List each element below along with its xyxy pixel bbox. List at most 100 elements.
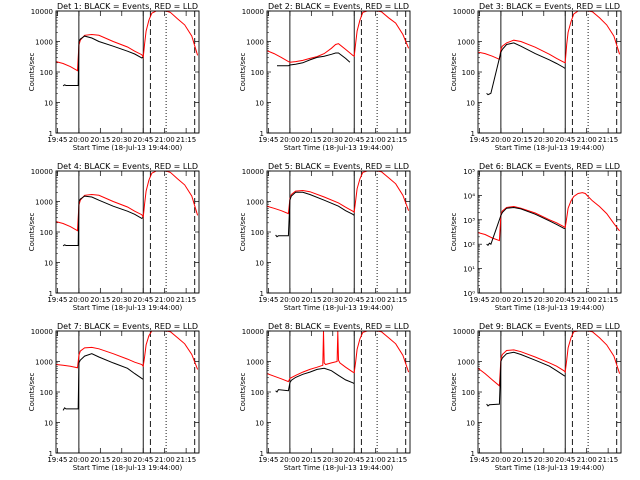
x-tick-label: 20:45 — [344, 456, 364, 464]
y-tick-label: 1 — [49, 450, 53, 458]
plot-area — [478, 171, 620, 293]
panel-det-8: Det 8: BLACK = Events, RED = LLD 1 10 100 10… — [239, 322, 411, 472]
panel-det-2: Det 2: BLACK = Events, RED = LLD 1 10 100 10… — [239, 2, 411, 152]
y-axis-label: Counts/sec — [239, 213, 247, 252]
x-tick-label: 21:00 — [577, 136, 597, 144]
x-tick-label: 20:00 — [280, 456, 300, 464]
x-tick-label: 20:00 — [69, 296, 89, 304]
x-tick-label: 20:00 — [491, 456, 511, 464]
panel-title: Det 2: BLACK = Events, RED = LLD — [268, 2, 409, 11]
x-tick-label: 20:15 — [301, 296, 321, 304]
x-tick-label: 21:15 — [176, 136, 196, 144]
y-tick-label: 1000 — [246, 39, 264, 47]
y-tick-label: 100 — [40, 389, 53, 397]
y-axis-label: Counts/sec — [450, 373, 458, 412]
series-lld-line — [478, 331, 621, 387]
panel-det-3: Det 3: BLACK = Events, RED = LLD 1 10 100 10… — [450, 2, 622, 152]
y-tick-label: 100 — [40, 69, 53, 77]
y-tick-label: 10¹ — [463, 266, 475, 274]
x-tick-label: 20:00 — [69, 136, 89, 144]
panel-title: Det 4: BLACK = Events, RED = LLD — [57, 162, 198, 171]
y-axis-label: Counts/sec — [450, 213, 458, 252]
panel-det-9: Det 9: BLACK = Events, RED = LLD 1 10 100 10… — [450, 322, 622, 472]
y-tick-label: 10000 — [31, 168, 53, 176]
panel-title: Det 8: BLACK = Events, RED = LLD — [268, 322, 409, 331]
y-tick-label: 10000 — [453, 328, 475, 336]
x-tick-label: 21:00 — [155, 136, 175, 144]
y-tick-label: 1 — [260, 290, 264, 298]
x-tick-label: 21:00 — [366, 296, 386, 304]
x-tick-label: 21:15 — [176, 296, 196, 304]
x-tick-label: 19:45 — [47, 296, 67, 304]
x-axis-label: Start Time (18-Jul-13 19:44:00) — [284, 304, 394, 312]
y-tick-label: 1 — [471, 450, 475, 458]
series-lld-line — [56, 171, 199, 232]
series-lld-line — [267, 171, 410, 215]
y-axis-label: Counts/sec — [450, 53, 458, 92]
series-events-line — [62, 35, 144, 87]
y-tick-label: 100 — [251, 389, 264, 397]
y-tick-label: 10000 — [31, 8, 53, 16]
y-tick-label: 1000 — [35, 39, 53, 47]
plot-area — [56, 11, 199, 133]
panel-det-4: Det 4: BLACK = Events, RED = LLD 1 10 100 10… — [28, 162, 200, 312]
plot-area — [267, 11, 410, 133]
series-events-line — [486, 206, 566, 247]
x-tick-label: 20:15 — [301, 456, 321, 464]
series-events-line — [275, 191, 355, 238]
x-axis-label: Start Time (18-Jul-13 19:44:00) — [495, 464, 605, 472]
x-tick-label: 19:45 — [258, 456, 278, 464]
x-tick-label: 21:00 — [577, 296, 597, 304]
y-tick-label: 10 — [44, 420, 53, 428]
x-tick-label: 21:15 — [598, 136, 618, 144]
y-tick-label: 10 — [466, 100, 475, 108]
y-tick-label: 10 — [255, 260, 264, 268]
y-tick-label: 100 — [462, 389, 475, 397]
plot-frame — [266, 170, 411, 294]
x-axis-label: Start Time (18-Jul-13 19:44:00) — [495, 304, 605, 312]
plot-area — [267, 331, 410, 453]
y-tick-label: 1 — [471, 130, 475, 138]
y-tick-label: 10000 — [31, 328, 53, 336]
x-axis-label: Start Time (18-Jul-13 19:44:00) — [73, 144, 183, 152]
x-tick-label: 19:45 — [469, 136, 489, 144]
panel-title: Det 3: BLACK = Events, RED = LLD — [479, 2, 620, 11]
x-tick-label: 20:30 — [112, 296, 132, 304]
y-tick-label: 10³ — [463, 217, 475, 225]
x-tick-label: 19:45 — [258, 136, 278, 144]
y-tick-label: 10⁵ — [463, 168, 475, 176]
series-events-line — [277, 52, 351, 67]
y-tick-label: 10⁰ — [463, 290, 475, 298]
x-tick-label: 19:45 — [47, 136, 67, 144]
x-tick-label: 20:45 — [555, 456, 575, 464]
y-tick-label: 1000 — [457, 359, 475, 367]
series-events-line — [62, 353, 144, 411]
y-axis-label: Counts/sec — [239, 373, 247, 412]
x-tick-label: 21:00 — [155, 456, 175, 464]
y-tick-label: 10 — [44, 260, 53, 268]
series-lld-line — [478, 11, 621, 64]
x-tick-label: 20:30 — [534, 296, 554, 304]
x-tick-label: 19:45 — [469, 456, 489, 464]
x-tick-label: 20:45 — [555, 136, 575, 144]
y-tick-label: 10000 — [242, 168, 264, 176]
panel-title: Det 9: BLACK = Events, RED = LLD — [479, 322, 620, 331]
x-tick-label: 20:15 — [512, 136, 532, 144]
x-tick-label: 21:15 — [387, 456, 407, 464]
x-tick-label: 20:30 — [534, 456, 554, 464]
plot-frame — [477, 170, 622, 294]
y-tick-label: 10 — [255, 100, 264, 108]
x-tick-label: 20:15 — [90, 136, 110, 144]
series-lld-line — [478, 192, 620, 242]
plot-frame — [266, 10, 411, 134]
x-axis-label: Start Time (18-Jul-13 19:44:00) — [73, 304, 183, 312]
y-tick-label: 1000 — [35, 359, 53, 367]
x-axis-label: Start Time (18-Jul-13 19:44:00) — [495, 144, 605, 152]
series-lld-line — [267, 331, 410, 383]
x-axis-label: Start Time (18-Jul-13 19:44:00) — [284, 144, 394, 152]
panel-title: Det 6: BLACK = Events, RED = LLD — [479, 162, 620, 171]
x-tick-label: 19:45 — [469, 296, 489, 304]
x-tick-label: 20:30 — [323, 296, 343, 304]
y-tick-label: 1 — [260, 130, 264, 138]
y-axis-label: Counts/sec — [28, 213, 36, 252]
